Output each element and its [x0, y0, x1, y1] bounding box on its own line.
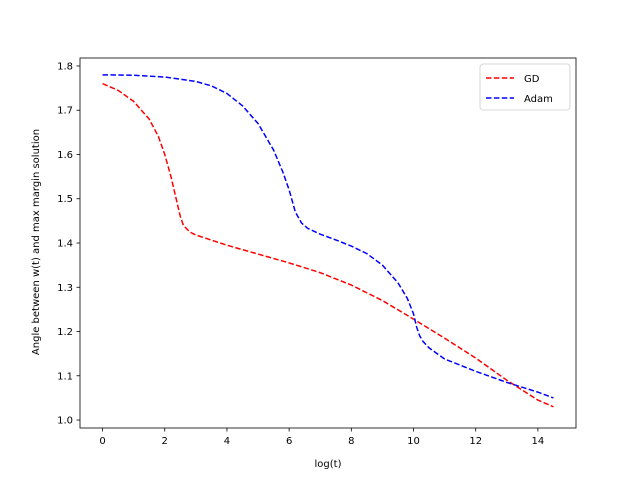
x-tick-label: 10: [407, 436, 420, 447]
x-tick-label: 14: [532, 436, 545, 447]
legend-label-adam: Adam: [524, 94, 553, 105]
series-line-adam: [102, 74, 554, 399]
axes: 0 2 4 6 8 10 12 14 1.0 1.1 1.2 1.3 1.4 1.5 1.6 1.7 1.8: [57, 57, 577, 447]
x-tick-label: 6: [286, 436, 292, 447]
x-tick-label: 8: [348, 436, 354, 447]
axes-frame: [79, 57, 577, 429]
x-tick-label: 0: [99, 436, 105, 447]
x-axis-label: log(t): [315, 459, 342, 470]
y-tick-label: 1.0: [57, 416, 73, 427]
x-tick-label: 12: [469, 436, 482, 447]
y-tick-label: 1.5: [57, 194, 73, 205]
y-tick-label: 1.7: [57, 106, 73, 117]
y-tick-label: 1.6: [57, 150, 73, 161]
y-tick-label: 1.2: [57, 327, 73, 338]
x-tick-label: 4: [224, 436, 230, 447]
y-tick-label: 1.1: [57, 371, 73, 382]
plot-area: [102, 74, 554, 408]
series-line-gd: [102, 82, 554, 408]
y-tick-label: 1.3: [57, 283, 73, 294]
legend-label-gd: GD: [524, 74, 540, 85]
y-tick-label: 1.4: [57, 239, 73, 250]
legend: GD Adam: [479, 63, 571, 111]
y-tick-label: 1.8: [57, 61, 73, 72]
x-tick-label: 2: [162, 436, 168, 447]
y-axis-label: Angle between w(t) and max margin soluti…: [31, 129, 42, 355]
